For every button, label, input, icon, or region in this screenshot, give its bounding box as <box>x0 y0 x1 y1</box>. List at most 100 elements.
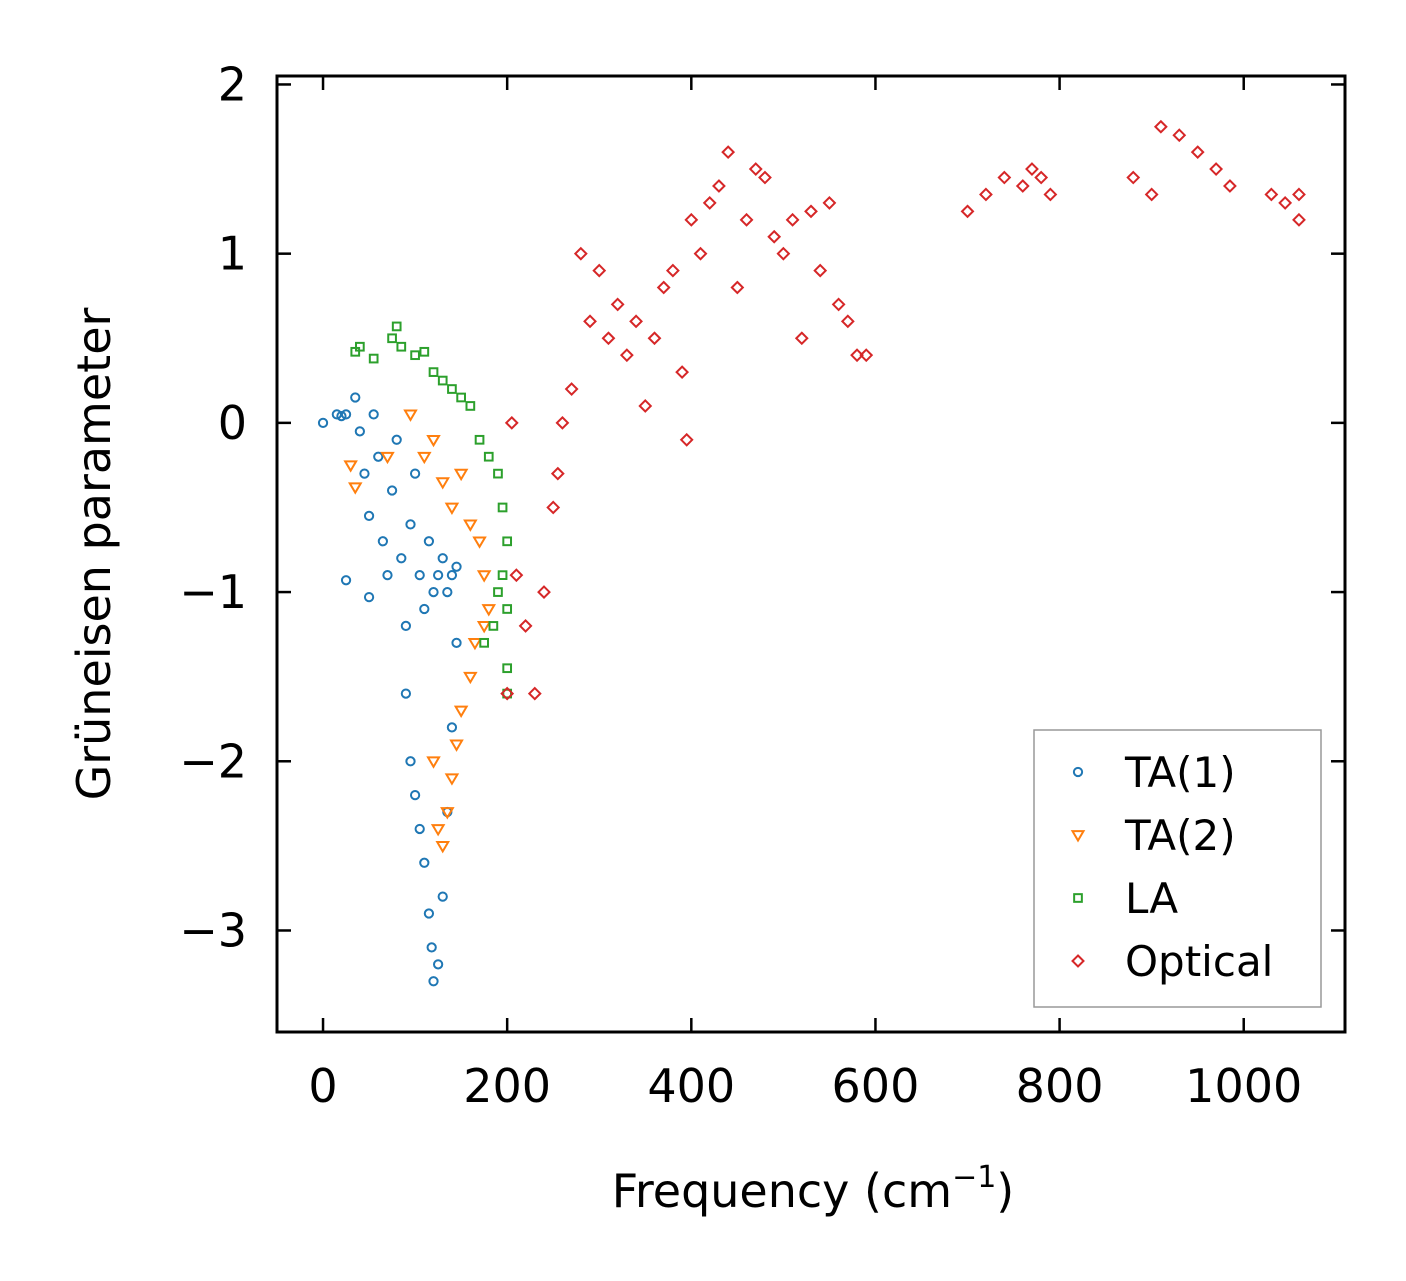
data-point <box>387 333 397 344</box>
data-point <box>1172 128 1187 143</box>
data-point <box>794 331 809 346</box>
data-point <box>504 415 519 430</box>
data-point <box>675 365 690 380</box>
data-point <box>423 908 435 919</box>
series-la <box>350 321 513 699</box>
legend-label: TA(1) <box>1124 748 1236 797</box>
data-point <box>758 170 772 185</box>
ticks-layer: 0 200 400 600 800 1000 2 1 0 −1 −2 −3 <box>179 57 1345 1113</box>
data-point <box>446 570 458 581</box>
data-point <box>776 246 791 261</box>
data-point <box>850 348 864 363</box>
legend-item: LA <box>1073 874 1178 923</box>
data-point <box>451 637 462 648</box>
data-point <box>444 502 460 515</box>
data-point <box>444 773 460 786</box>
x-tick-label: 600 <box>832 1059 920 1113</box>
data-point <box>493 587 503 597</box>
data-point <box>831 297 846 312</box>
data-point <box>363 592 375 603</box>
data-point <box>354 426 365 437</box>
data-point <box>748 162 763 176</box>
x-tick-label: 400 <box>647 1059 735 1113</box>
data-point <box>409 468 421 479</box>
data-point <box>409 789 421 801</box>
legend-item: TA(2) <box>1070 811 1236 860</box>
data-point <box>1153 119 1168 134</box>
data-point <box>537 585 551 599</box>
data-point <box>350 392 361 403</box>
data-point <box>419 603 430 615</box>
legend-label: Optical <box>1125 937 1273 986</box>
y-tick-label: −2 <box>179 734 247 788</box>
data-point <box>437 553 448 564</box>
data-point <box>423 536 435 547</box>
data-point <box>679 432 694 447</box>
legend-marker <box>1071 954 1085 968</box>
data-point <box>432 959 444 970</box>
data-point <box>610 297 625 312</box>
x-tick-label: 200 <box>463 1059 551 1113</box>
data-point <box>822 195 837 210</box>
data-point <box>979 187 993 202</box>
data-point <box>497 570 508 581</box>
data-point <box>340 409 352 420</box>
data-point <box>960 204 975 219</box>
data-point <box>373 451 384 462</box>
data-point <box>428 976 439 987</box>
data-point <box>527 686 542 701</box>
data-point <box>463 671 478 685</box>
data-point <box>564 382 579 396</box>
data-point <box>453 468 469 482</box>
y-axis-label: Grüneisen parameter <box>67 307 121 800</box>
data-point <box>419 346 430 357</box>
data-point <box>336 410 347 422</box>
data-point <box>518 618 533 633</box>
data-point <box>619 348 634 363</box>
data-point <box>493 468 503 479</box>
data-point <box>348 482 363 495</box>
data-point <box>1025 162 1039 176</box>
data-point <box>396 341 407 352</box>
data-point <box>592 263 607 278</box>
data-point <box>317 417 329 428</box>
data-point <box>474 434 485 445</box>
data-point <box>442 586 453 598</box>
data-point <box>432 570 444 581</box>
data-point <box>359 468 370 479</box>
data-point <box>555 415 570 430</box>
data-point <box>465 401 476 411</box>
data-point <box>629 314 643 329</box>
data-point <box>451 561 462 572</box>
data-point <box>355 341 365 352</box>
legend-marker <box>1073 893 1083 903</box>
data-point <box>405 519 416 530</box>
data-point <box>410 350 420 361</box>
series-ta-2- <box>343 409 497 854</box>
data-point <box>785 212 800 227</box>
data-point <box>739 212 754 227</box>
data-point <box>456 392 466 403</box>
data-point <box>453 705 469 718</box>
data-point <box>730 280 745 295</box>
y-tick-label: −3 <box>179 903 247 957</box>
data-point <box>583 314 597 329</box>
data-point <box>467 637 483 651</box>
data-point <box>368 353 379 364</box>
data-point <box>1015 179 1030 193</box>
data-point <box>386 485 398 496</box>
data-point <box>414 570 425 581</box>
data-point <box>419 857 430 868</box>
data-point <box>343 460 358 473</box>
data-point <box>435 841 450 854</box>
legend-marker <box>1072 766 1084 778</box>
x-axis-label: Frequency (cm−1) <box>612 1160 1015 1218</box>
data-point <box>656 280 671 295</box>
data-point <box>440 807 455 820</box>
data-point <box>638 399 653 413</box>
data-point <box>684 212 699 227</box>
y-tick-label: 2 <box>218 57 247 111</box>
data-point <box>1222 179 1237 193</box>
data-point <box>368 409 379 420</box>
data-point <box>447 384 457 394</box>
